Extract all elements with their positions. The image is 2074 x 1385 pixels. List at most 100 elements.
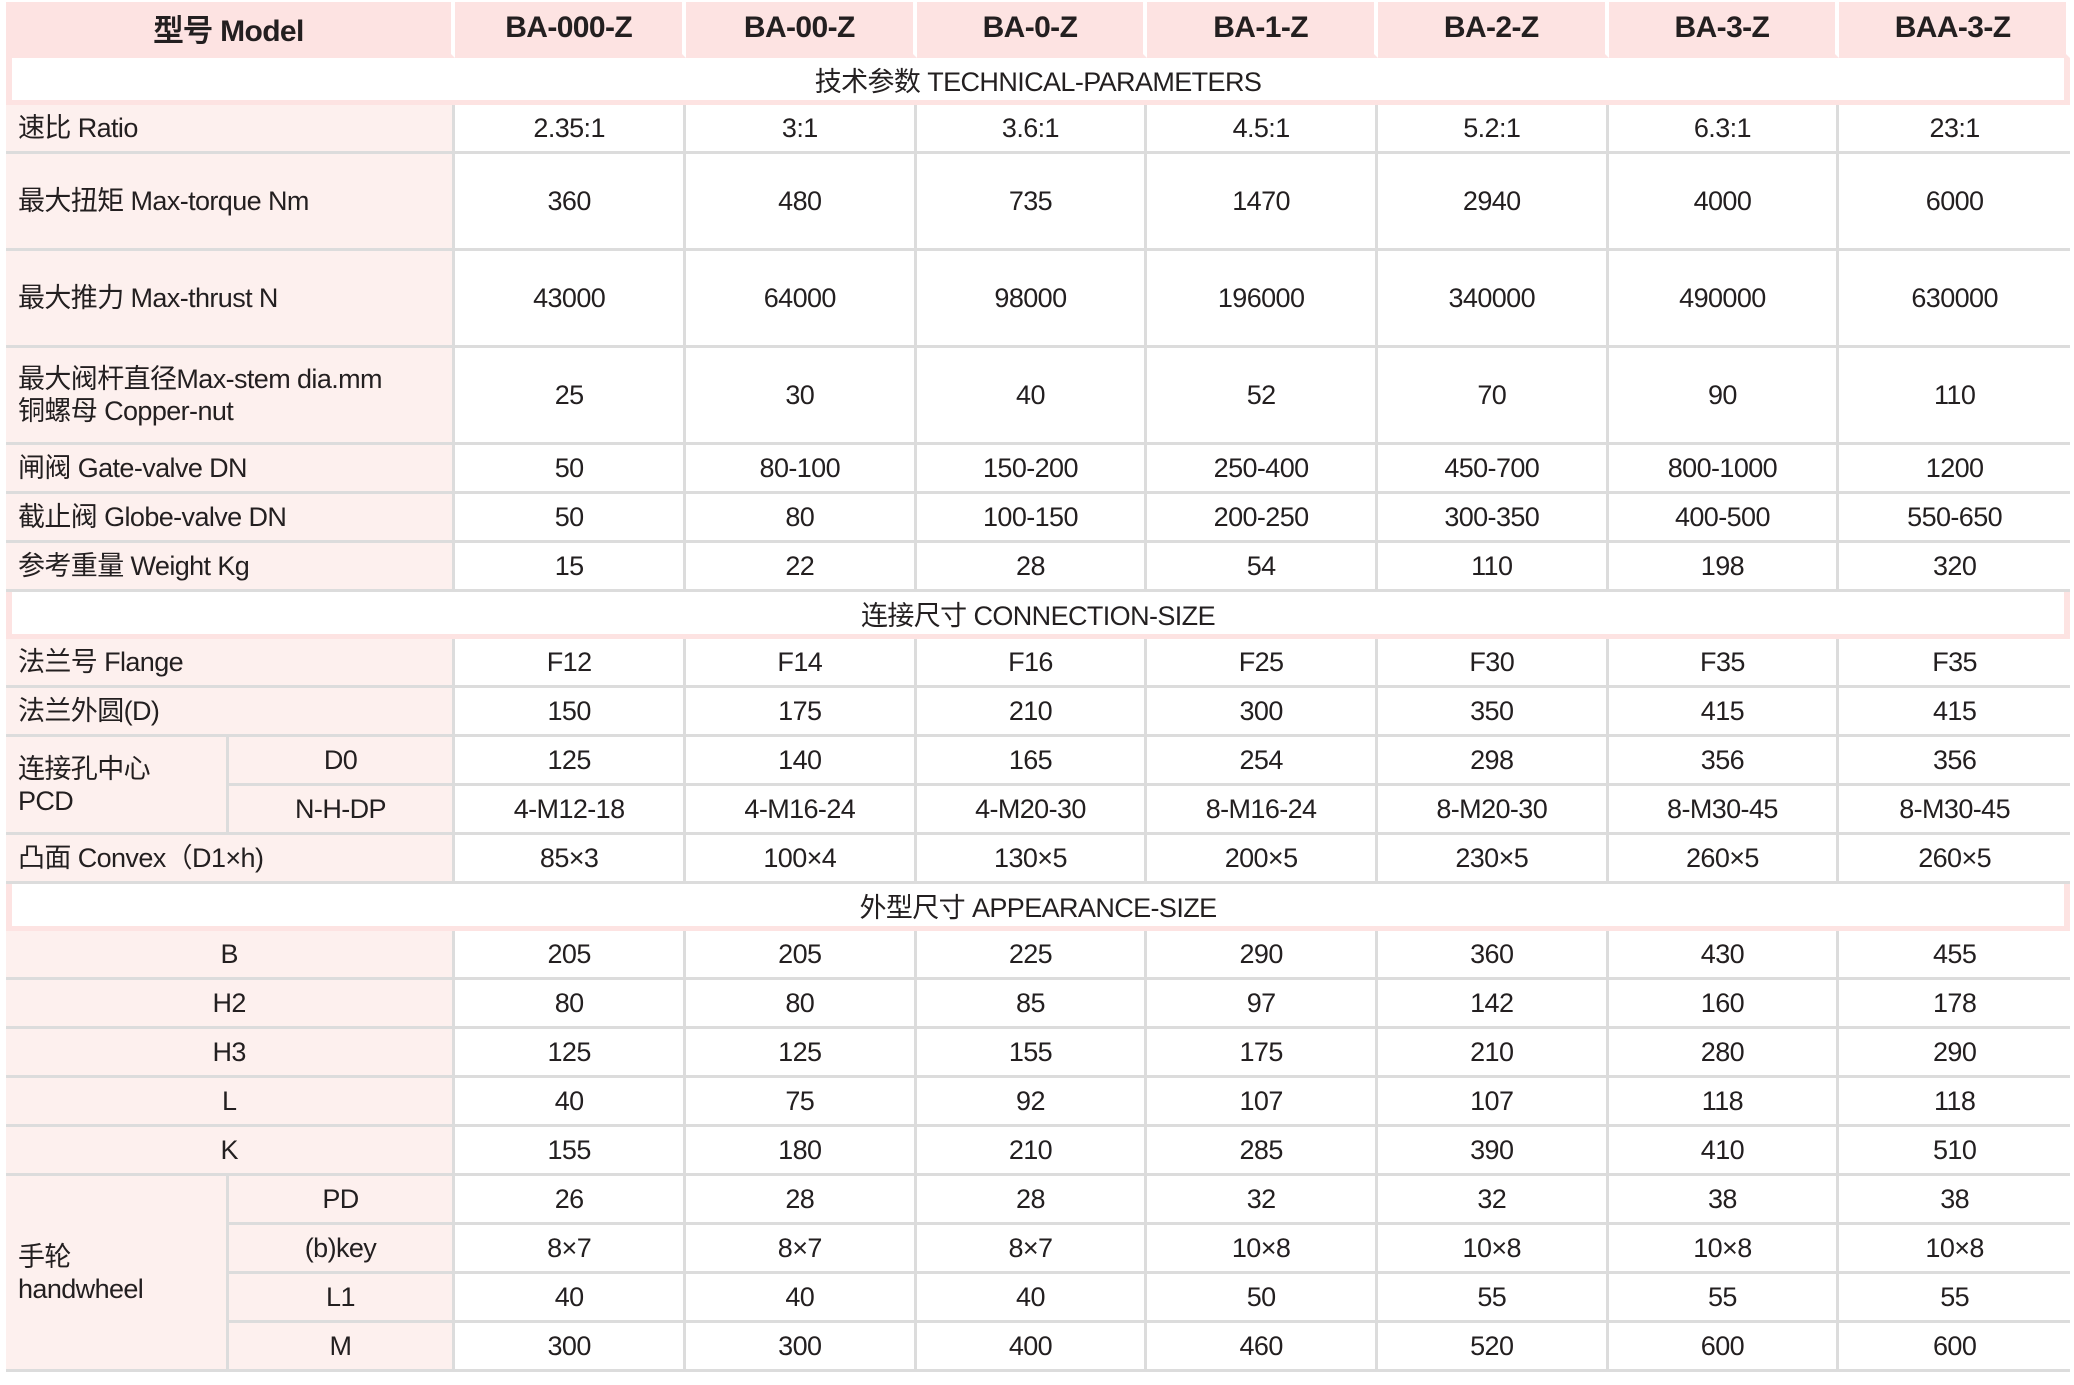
value-cell: 10×8 (1377, 1225, 1609, 1274)
value-cell: 2940 (1377, 154, 1609, 251)
value-cell: 98000 (916, 251, 1148, 348)
value-cell: 40 (916, 348, 1148, 445)
value-cell: 2.35:1 (455, 105, 686, 154)
value-cell: 205 (685, 931, 917, 980)
value-cell: 125 (455, 1029, 686, 1078)
value-cell: 198 (1608, 543, 1840, 592)
value-cell: 356 (1839, 737, 2070, 786)
value-cell: 300 (1147, 688, 1378, 737)
sub-row-label: N-H-DP (228, 786, 456, 835)
value-cell: 50 (455, 494, 686, 543)
value-cell: 140 (685, 737, 917, 786)
sub-row-label: M (228, 1323, 456, 1372)
value-cell: 150 (455, 688, 686, 737)
table-row: H2 80 80 85 97 142 160 178 (6, 980, 2070, 1029)
value-cell: F12 (455, 639, 686, 688)
value-cell: 92 (916, 1078, 1148, 1127)
value-cell: 600 (1608, 1323, 1840, 1372)
model-column-header: BA-3-Z (1608, 2, 1840, 58)
value-cell: 38 (1839, 1176, 2070, 1225)
row-label: 最大推力 Max-thrust N (6, 251, 456, 348)
value-cell: 40 (685, 1274, 917, 1323)
model-column-header: BA-00-Z (685, 2, 917, 58)
value-cell: 600 (1839, 1323, 2070, 1372)
value-cell: 260×5 (1839, 835, 2070, 884)
value-cell: 1200 (1839, 445, 2070, 494)
model-column-header: BA-1-Z (1147, 2, 1378, 58)
table-row: K 155 180 210 285 390 410 510 (6, 1127, 2070, 1176)
row-label: 参考重量 Weight Kg (6, 543, 456, 592)
row-label: 连接孔中心 PCD (6, 737, 229, 835)
row-label-line: PCD (18, 785, 74, 816)
value-cell: 23:1 (1839, 105, 2070, 154)
value-cell: 280 (1608, 1029, 1840, 1078)
value-cell: 4-M16-24 (685, 786, 917, 835)
table-row: 连接孔中心 PCD D0 125 140 165 254 298 356 356 (6, 737, 2070, 835)
value-cell: 55 (1839, 1274, 2070, 1323)
value-cell: 32 (1377, 1176, 1609, 1225)
value-cell: 4000 (1608, 154, 1840, 251)
value-cell: 350 (1377, 688, 1609, 737)
section-title: 技术参数 TECHNICAL-PARAMETERS (6, 58, 2070, 105)
value-cell: 150-200 (916, 445, 1148, 494)
value-cell: 3:1 (685, 105, 917, 154)
value-cell: 15 (455, 543, 686, 592)
value-cell: 8-M30-45 (1839, 786, 2070, 835)
value-cell: 290 (1839, 1029, 2070, 1078)
value-cell: 155 (916, 1029, 1148, 1078)
value-cell: 8×7 (916, 1225, 1148, 1274)
value-cell: 300-350 (1377, 494, 1609, 543)
value-cell: 320 (1839, 543, 2070, 592)
row-label-line: 截止阀 Globe-valve DN (18, 502, 287, 532)
table-row: H3 125 125 155 175 210 280 290 (6, 1029, 2070, 1078)
value-cell: 80 (455, 980, 686, 1029)
value-cell: 40 (455, 1078, 686, 1127)
value-cell: 490000 (1608, 251, 1840, 348)
row-label-line: H3 (212, 1037, 246, 1067)
value-cell: 360 (1377, 931, 1609, 980)
value-cell: 10×8 (1608, 1225, 1840, 1274)
value-cell: 390 (1377, 1127, 1609, 1176)
value-cell: F14 (685, 639, 917, 688)
value-cell: F30 (1377, 639, 1609, 688)
value-cell: 210 (1377, 1029, 1609, 1078)
table-row: 最大扭矩 Max-torque Nm 360 480 735 1470 2940 4000 6… (6, 154, 2070, 251)
row-label-line: 手轮 (18, 1241, 71, 1272)
value-cell: 43000 (455, 251, 686, 348)
row-label: 截止阀 Globe-valve DN (6, 494, 456, 543)
row-label: 闸阀 Gate-valve DN (6, 445, 456, 494)
row-label: K (6, 1127, 456, 1176)
value-cell: 180 (685, 1127, 917, 1176)
row-label: L (6, 1078, 456, 1127)
value-cell: 254 (1147, 737, 1378, 786)
table-row: L 40 75 92 107 107 118 118 (6, 1078, 2070, 1127)
spec-table: 型号 Model BA-000-Z BA-00-Z BA-0-Z BA-1-Z BA-2-… (6, 2, 2070, 1372)
value-cell: 52 (1147, 348, 1378, 445)
row-label-line: 连接孔中心 (18, 753, 151, 784)
table-row: 法兰外圆(D) 150 175 210 300 350 415 415 (6, 688, 2070, 737)
value-cell: 38 (1608, 1176, 1840, 1225)
value-cell: 64000 (685, 251, 917, 348)
row-label-line: 法兰号 Flange (18, 647, 184, 677)
value-cell: 90 (1608, 348, 1840, 445)
value-cell: 360 (455, 154, 686, 251)
value-cell: 460 (1147, 1323, 1378, 1372)
table-row: B 205 205 225 290 360 430 455 (6, 931, 2070, 980)
value-cell: 100-150 (916, 494, 1148, 543)
value-cell: 118 (1839, 1078, 2070, 1127)
value-cell: 22 (685, 543, 917, 592)
table-row: 速比 Ratio 2.35:1 3:1 3.6:1 4.5:1 5.2:1 6.3:1 23:… (6, 105, 2070, 154)
value-cell: 118 (1608, 1078, 1840, 1127)
value-cell: F16 (916, 639, 1148, 688)
row-label: 最大扭矩 Max-torque Nm (6, 154, 456, 251)
row-label-line: 铜螺母 Copper-nut (18, 396, 234, 426)
value-cell: 210 (916, 688, 1148, 737)
value-cell: 178 (1839, 980, 2070, 1029)
row-label: 速比 Ratio (6, 105, 456, 154)
value-cell: 142 (1377, 980, 1609, 1029)
value-cell: 125 (455, 737, 686, 786)
value-cell: 410 (1608, 1127, 1840, 1176)
table-row: M 300 300 400 460 520 600 600 (6, 1323, 2070, 1372)
value-cell: 32 (1147, 1176, 1378, 1225)
value-cell: 196000 (1147, 251, 1378, 348)
